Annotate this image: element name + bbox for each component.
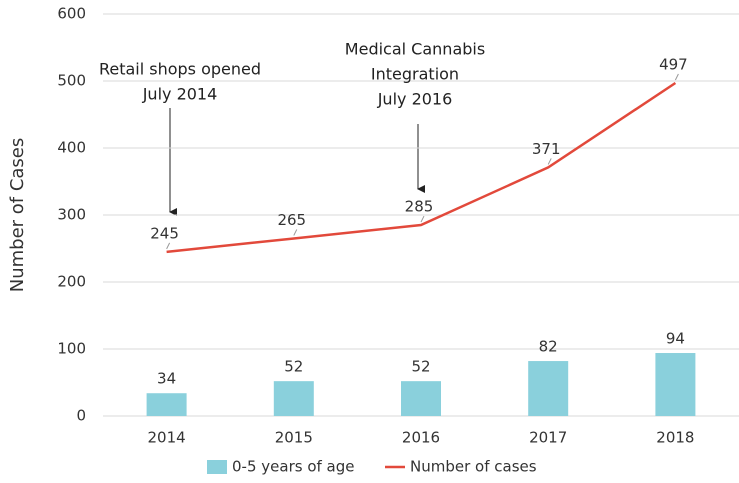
annotation: Retail shops opened (99, 60, 261, 79)
legend-label: Number of cases (410, 458, 537, 476)
leader-line (674, 73, 679, 81)
bar (146, 393, 187, 416)
y-axis-title: Number of Cases (7, 138, 28, 293)
x-tick-label: 2014 (148, 429, 186, 447)
x-tick-label: 2016 (402, 429, 440, 447)
data-label: 371 (532, 140, 561, 158)
data-label: 245 (150, 224, 179, 242)
leader-line (166, 242, 171, 250)
data-label: 34 (157, 370, 176, 388)
data-label: 497 (659, 56, 688, 74)
bar (528, 361, 569, 416)
y-tick-label: 100 (57, 340, 86, 358)
data-label: 265 (277, 211, 306, 229)
leader-line (293, 229, 298, 236)
bar (401, 381, 441, 416)
data-label: 52 (284, 358, 303, 376)
y-tick-label: 500 (57, 72, 86, 90)
x-tick-label: 2015 (275, 429, 313, 447)
data-label: 285 (405, 198, 434, 216)
bar (273, 381, 314, 416)
annotation: July 2014 (142, 85, 218, 104)
annotation: Integration (371, 65, 459, 84)
legend-swatch (207, 460, 227, 474)
leader-line (420, 215, 425, 223)
data-label: 52 (411, 358, 430, 376)
bar (655, 353, 696, 416)
x-tick-label: 2018 (656, 429, 694, 447)
y-tick-label: 200 (57, 273, 86, 291)
legend-label: 0-5 years of age (232, 458, 354, 476)
x-tick-label: 2017 (529, 429, 567, 447)
data-label: 94 (666, 330, 685, 348)
y-tick-label: 600 (57, 5, 86, 23)
annotation: July 2016 (377, 90, 453, 109)
annotation: Medical Cannabis (345, 40, 485, 59)
leader-line (547, 158, 552, 165)
y-tick-label: 400 (57, 139, 86, 157)
y-tick-label: 300 (57, 206, 86, 224)
line (166, 81, 677, 254)
y-tick-label: 0 (76, 407, 86, 425)
data-label: 82 (539, 338, 558, 356)
